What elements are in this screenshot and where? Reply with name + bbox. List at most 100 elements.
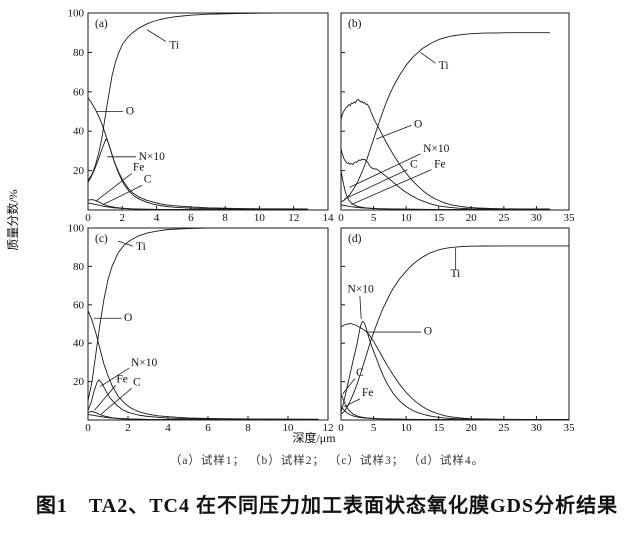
curve-c-c (87, 414, 319, 421)
panel-c-tag: (c) (95, 233, 108, 245)
curve-label-leader-b (349, 153, 421, 188)
x-tick-label: 35 (564, 422, 576, 434)
curve-d-o (340, 323, 570, 421)
curve-label-c: Fe (116, 374, 128, 386)
panel-d: 0 5 10 15 20 25 30 35 (d) N×10 O Ti C Fe (338, 227, 576, 434)
curve-a-ti (87, 12, 308, 181)
curve-label-leader-b (376, 124, 412, 140)
curve-label-leader-b (420, 52, 436, 64)
curve-label-a: Fe (133, 162, 145, 174)
y-tick-label: 40 (73, 126, 85, 138)
curve-d-ti (340, 245, 570, 415)
x-tick-label: 4 (165, 422, 171, 434)
curve-b-o (340, 98, 550, 210)
curve-label-b: Ti (439, 60, 449, 72)
y-tick-label: 40 (73, 338, 85, 350)
curve-d-fe (340, 406, 570, 421)
curve-label-leader-b (344, 169, 408, 200)
x-tick-label: 35 (564, 212, 576, 224)
curve-label-b: N×10 (423, 143, 450, 155)
curve-label-b: O (414, 118, 422, 130)
curve-label-d: Ti (450, 268, 460, 280)
curve-label-a: C (144, 173, 152, 185)
curve-label-a: O (126, 105, 134, 117)
x-tick-label: 10 (401, 212, 413, 224)
y-tick-label: 100 (68, 8, 85, 20)
curve-b-n10 (340, 148, 550, 210)
curve-a-o (87, 97, 308, 210)
curve-a-c (87, 202, 308, 211)
panel-b: 0 5 10 15 20 25 30 35 (b) Ti O N×10 C Fe (338, 12, 576, 224)
x-tick-label: 10 (401, 422, 413, 434)
curve-label-leader-c (117, 240, 134, 247)
panel-b-frame (340, 12, 570, 211)
curve-label-leader-a (102, 185, 143, 206)
y-tick-label: 60 (73, 86, 85, 98)
curve-label-leader-a (146, 29, 167, 42)
curve-a-n10 (87, 138, 308, 210)
curve-c-n10 (87, 379, 319, 420)
x-tick-label: 4 (154, 212, 160, 224)
curve-d-c (340, 393, 570, 421)
curve-label-leader-c (100, 388, 132, 415)
curve-label-d: C (356, 367, 364, 379)
y-tick-label: 80 (73, 47, 85, 59)
figure-title: 图1 TA2、TC4 在不同压力加工表面状态氧化膜GDS分析结果 (35, 495, 619, 517)
curve-label-leader-d (359, 296, 362, 320)
x-axis-label: 深度/μm (292, 430, 336, 445)
curve-label-b: Fe (434, 159, 446, 171)
x-tick-label: 20 (466, 212, 478, 224)
x-tick-label: 30 (531, 422, 543, 434)
curve-label-leader-a (96, 173, 132, 201)
curve-label-c: C (133, 376, 141, 388)
y-tick-label: 20 (73, 376, 85, 388)
x-tick-label: 2 (125, 422, 131, 434)
x-tick-label: 15 (433, 422, 445, 434)
curve-label-leader-d (343, 398, 361, 408)
y-axis-label: 质量分数/% (5, 189, 20, 250)
x-tick-label: 10 (254, 212, 266, 224)
x-tick-label: 5 (371, 422, 377, 434)
curve-label-leader-c (94, 385, 116, 411)
x-tick-label: 10 (283, 422, 295, 434)
y-tick-label: 60 (73, 299, 85, 311)
x-tick-label: 30 (531, 212, 543, 224)
x-tick-label: 8 (245, 422, 251, 434)
curve-label-c: N×10 (131, 357, 158, 369)
x-tick-label: 6 (188, 212, 194, 224)
x-tick-label: 5 (371, 212, 377, 224)
panel-d-tag: (d) (348, 233, 362, 245)
curve-label-b: C (410, 159, 418, 171)
x-tick-label: 0 (85, 212, 91, 224)
x-tick-label: 12 (323, 422, 334, 434)
curve-label-c: O (124, 312, 132, 324)
panel-d-frame (340, 227, 570, 421)
y-tick-label: 20 (73, 165, 85, 177)
curve-label-leader-c (100, 367, 130, 387)
x-tick-label: 15 (433, 212, 445, 224)
x-tick-label: 0 (338, 212, 344, 224)
panel-a-tag: (a) (95, 18, 108, 30)
curve-label-a: N×10 (139, 151, 166, 163)
curve-b-fe (340, 204, 550, 211)
curve-label-d: Fe (362, 387, 374, 399)
x-tick-label: 6 (205, 422, 211, 434)
x-tick-label: 0 (85, 422, 91, 434)
curve-b-ti (340, 32, 550, 203)
x-tick-label: 12 (288, 212, 299, 224)
curve-label-a: Ti (169, 39, 179, 51)
panel-b-tag: (b) (348, 18, 362, 30)
subfigure-caption: （a）试样1； （b）试样2； （c）试样3； （d）试样4。 (169, 455, 485, 467)
x-tick-label: 14 (323, 212, 335, 224)
curve-label-d: N×10 (348, 283, 375, 295)
x-tick-label: 0 (338, 422, 344, 434)
x-tick-label: 25 (498, 422, 510, 434)
curve-label-d: O (424, 326, 432, 338)
x-tick-label: 25 (498, 212, 510, 224)
curve-label-c: Ti (136, 241, 146, 253)
gds-chart-canvas: 质量分数/% 深度/μm 0 2 4 6 8 10 12 1420406080100(a)Ti… (5, 8, 576, 446)
y-tick-label: 80 (73, 261, 85, 273)
x-tick-label: 8 (222, 212, 228, 224)
